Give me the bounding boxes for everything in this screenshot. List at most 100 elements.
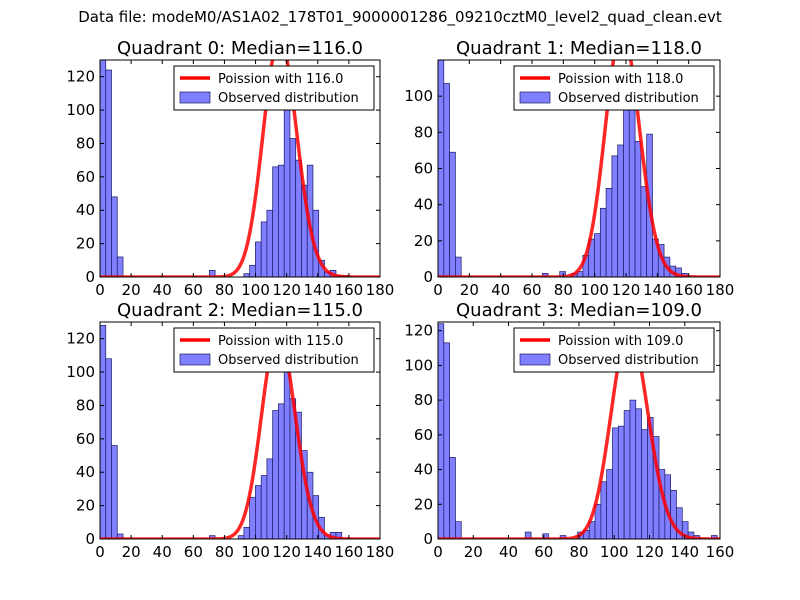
x-tick-label: 20 [464,543,483,561]
histogram-bar [260,221,268,277]
x-tick-label: 0 [433,281,443,299]
y-tick-label: 20 [414,232,433,250]
histogram-bar [105,358,112,539]
axes-frame [99,59,381,278]
plot-area [438,60,720,277]
y-tick-label: 60 [414,160,433,178]
x-tick-label: 120 [612,281,641,299]
x-tick-label: 80 [554,281,573,299]
x-tick-label: 60 [184,543,203,561]
histogram-bar [640,186,648,277]
legend-bar-swatch [179,91,211,104]
y-tick-label: 80 [76,134,95,152]
legend-label-poisson: Poission with 116.0 [218,72,343,87]
x-tick-label: 140 [303,543,332,561]
histogram-bar [628,95,636,277]
x-tick-label: 100 [580,281,609,299]
histogram-bar [243,526,250,539]
histogram-bar [249,496,256,539]
x-tick-label: 140 [670,543,699,561]
chart-title: Quadrant 3: Median=109.0 [456,300,702,321]
x-tick-label: 180 [706,281,735,299]
histogram-bar [623,106,630,277]
histogram-bar [272,410,279,539]
y-tick-label: 80 [76,396,95,414]
histogram-bar [449,457,456,539]
legend-label-poisson: Poission with 118.0 [558,72,683,87]
histogram-bar [116,533,124,539]
figure-suptitle: Data file: modeM0/AS1A02_178T01_90000012… [78,8,722,26]
x-tick-label: 120 [635,543,664,561]
histogram-bar [612,427,619,539]
histogram-bar [449,151,456,277]
y-tick-label: 80 [414,391,433,409]
histogram-bar [606,469,613,539]
y-tick-label: 60 [414,426,433,444]
legend-label-observed: Observed distribution [558,91,699,106]
histogram-bar [243,273,250,277]
y-tick-label: 0 [85,530,95,548]
histogram-bar [524,531,532,539]
histogram-bar [266,458,274,539]
y-tick-label: 20 [414,495,433,513]
y-tick-label: 60 [76,430,95,448]
legend-label-observed: Observed distribution [558,353,699,368]
histogram-bar [594,233,601,277]
x-tick-label: 120 [272,543,301,561]
y-tick-label: 40 [414,196,433,214]
legend-label-poisson: Poission with 109.0 [558,334,683,349]
histogram-bar [105,69,112,277]
histogram-bar [100,324,107,539]
y-tick-label: 0 [423,530,433,548]
y-tick-label: 100 [66,363,95,381]
histogram-bar [600,481,608,539]
histogram-bar [272,166,279,277]
y-tick-label: 40 [76,463,95,481]
x-tick-label: 160 [335,281,364,299]
histogram-bar [641,429,648,539]
x-tick-label: 60 [534,543,553,561]
histogram-bar [443,342,450,539]
chart-panel-0: 0 20 40 60 80 100 120 140 160 180020406080100120Q… [66,38,394,299]
y-tick-label: 120 [404,322,433,340]
poisson-line [100,330,380,539]
y-tick-label: 120 [66,330,95,348]
x-tick-label: 20 [460,281,479,299]
histogram-bar [111,445,118,539]
histogram-bar [260,475,268,539]
y-tick-label: 0 [423,268,433,286]
y-tick-label: 100 [404,87,433,105]
histogram-bar [455,521,462,539]
x-tick-label: 0 [433,543,443,561]
x-tick-label: 80 [569,543,588,561]
histogram-bar [237,535,245,539]
plot-area [100,60,380,277]
x-tick-label: 40 [491,281,510,299]
histogram-bar [283,98,291,277]
histogram-bar [266,209,274,277]
axes-frame [99,321,381,540]
x-tick-label: 100 [241,543,270,561]
histogram-bar [605,188,613,277]
x-tick-label: 160 [706,543,735,561]
x-tick-label: 120 [272,281,301,299]
histogram-bar [617,425,625,539]
histogram-bar [634,141,642,277]
chart-title: Quadrant 1: Median=118.0 [456,38,702,59]
x-tick-label: 180 [366,281,395,299]
x-tick-label: 180 [366,543,395,561]
legend-bar-swatch [519,91,551,104]
histogram-bar [681,521,689,539]
poisson-line [100,60,380,277]
histogram-bar [629,399,637,539]
x-tick-label: 0 [95,543,105,561]
histogram-bar [455,256,462,277]
y-tick-label: 20 [76,497,95,515]
legend-bar-swatch [179,353,211,366]
chart-panel-3: 0 20 40 60 80 100 120 140 160 0 20 40 60 80 100 120 Quad… [404,300,734,561]
histogram-bar [623,410,631,539]
x-tick-label: 100 [600,543,629,561]
x-tick-label: 20 [122,543,141,561]
x-tick-label: 40 [499,543,518,561]
